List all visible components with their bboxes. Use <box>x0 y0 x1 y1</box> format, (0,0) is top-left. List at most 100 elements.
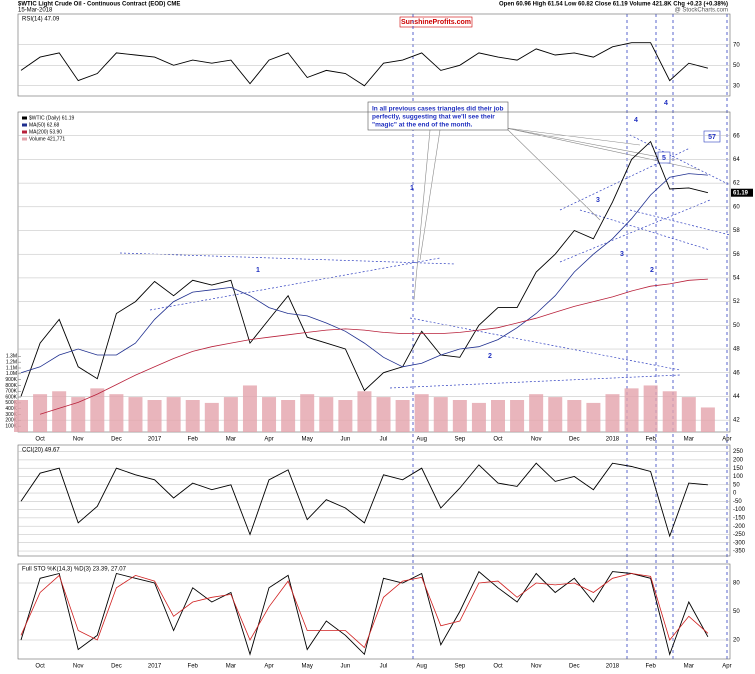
x-tick-label: 2017 <box>148 664 162 670</box>
y2-tick-label: 1.2M <box>6 360 17 366</box>
volume-bar <box>90 388 105 432</box>
trend-line <box>579 209 711 251</box>
volume-bar <box>33 394 48 432</box>
volume-bar <box>700 407 715 432</box>
x-tick-label: Aug <box>416 664 427 670</box>
y-tick-label: -300 <box>733 540 746 546</box>
panel: Oct Nov Dec 2017 Feb Mar Apr May Jun Jul Aug Sep Oct… <box>17 563 740 670</box>
wave-label: 4 <box>664 100 668 107</box>
y-tick-label: 100 <box>733 474 744 480</box>
header-date: 15-Mar-2018 <box>18 8 53 14</box>
label-box <box>703 130 721 143</box>
volume-bar <box>185 400 200 432</box>
trend-line <box>629 134 731 186</box>
x-tick-label: Jul <box>380 664 388 670</box>
panel-title: Full STO %K(14,3) %D(3) 23.39, 27.07 <box>22 567 127 573</box>
y-tick-label: 54 <box>733 276 740 282</box>
x-tick-label: Oct <box>493 437 503 443</box>
x-tick-label: Dec <box>569 437 580 443</box>
y2-tick-label: 1.1M <box>6 365 17 371</box>
panel-frame <box>17 13 731 97</box>
arrow <box>505 127 641 146</box>
y-tick-label: 50 <box>733 609 740 615</box>
y-tick-label: 70 <box>733 42 740 48</box>
volume-bar <box>109 394 124 432</box>
panel-title: CCI(20) 49.67 <box>22 448 60 454</box>
arrow <box>413 129 431 301</box>
x-tick-label: Feb <box>188 664 199 670</box>
y-tick-label: -50 <box>733 499 742 505</box>
trend-lines <box>119 134 731 389</box>
volume-bar <box>662 391 677 432</box>
header-source: @ StockCharts.com <box>675 8 728 14</box>
panel: 30 50 70 RSI(14) 47.09 <box>17 13 740 97</box>
volume-bar <box>262 397 277 432</box>
legend-swatch <box>22 116 27 120</box>
volume-bar <box>529 394 544 432</box>
x-tick-label: Apr <box>264 437 273 443</box>
volume-bar <box>491 400 505 432</box>
trend-line <box>629 209 731 236</box>
y-tick-label: 0 <box>733 491 737 497</box>
header-title: $WTIC Light Crude Oil - Continuous Contr… <box>18 2 180 8</box>
y2-tick-label: 100K <box>5 424 17 430</box>
y2-tick-label: 400K <box>5 406 17 412</box>
series-line <box>20 570 709 656</box>
volume-bar <box>510 400 525 432</box>
y-tick-label: -150 <box>733 515 746 521</box>
volume-bar <box>300 394 315 432</box>
volume-bar <box>281 400 296 432</box>
note-box <box>367 101 509 131</box>
volume-bar <box>471 402 486 432</box>
y2-tick-label: 1.0M <box>6 371 17 377</box>
x-tick-label: May <box>302 664 313 670</box>
volume-bar <box>376 397 391 432</box>
x-tick-label: Mar <box>226 664 236 670</box>
wave-label: 1 <box>410 185 414 192</box>
y-tick-label: 64 <box>733 157 740 163</box>
label-box <box>657 151 671 164</box>
x-tick-label: Apr <box>722 437 731 443</box>
volume-bar <box>223 397 238 432</box>
y-tick-label: 200 <box>733 457 744 463</box>
x-tick-label: Dec <box>569 664 580 670</box>
x-tick-label: Mar <box>684 664 694 670</box>
x-tick-label: Nov <box>73 664 84 670</box>
wave-label: 2 <box>488 353 492 360</box>
y-tick-label: 20 <box>733 638 740 644</box>
wave-label: 2 <box>650 267 654 274</box>
note-line: In all previous cases triangles did thei… <box>372 106 504 113</box>
legend-label: $WTIC (Daily) 61.19 <box>29 115 75 121</box>
x-tick-label: Oct <box>35 437 45 443</box>
series-line <box>20 462 708 538</box>
trend-line <box>389 374 681 389</box>
volume-bar <box>166 397 181 432</box>
x-tick-label: Feb <box>645 664 656 670</box>
x-tick-label: May <box>302 437 313 443</box>
y2-tick-label: 800K <box>5 383 17 389</box>
trend-line <box>409 317 681 371</box>
x-tick-label: Feb <box>188 437 199 443</box>
x-tick-label: Nov <box>531 664 542 670</box>
y-tick-label: 44 <box>733 394 740 400</box>
volume-bar <box>567 400 582 432</box>
x-tick-label: Jun <box>341 437 351 443</box>
header-quote: Open 60.96 High 61.54 Low 60.82 Close 61… <box>499 2 728 8</box>
x-tick-label: 2018 <box>606 664 620 670</box>
x-tick-label: Mar <box>226 437 236 443</box>
price-tag-box <box>731 188 753 197</box>
volume-bar <box>548 397 563 432</box>
x-tick-label: Aug <box>416 437 427 443</box>
y2-tick-label: 700K <box>5 389 17 395</box>
y-tick-label: 50 <box>733 323 740 329</box>
y2-tick-label: 600K <box>5 394 17 400</box>
x-tick-label: Sep <box>454 437 465 443</box>
volume-bar <box>357 391 372 432</box>
y2-tick-label: 500K <box>5 400 17 406</box>
x-tick-label: Dec <box>111 437 122 443</box>
y-tick-label: 52 <box>733 299 740 305</box>
series-line <box>39 278 708 415</box>
y-tick-label: -350 <box>733 549 746 555</box>
watermark: SunshineProfits.com <box>401 19 471 26</box>
x-tick-label: Apr <box>264 664 273 670</box>
